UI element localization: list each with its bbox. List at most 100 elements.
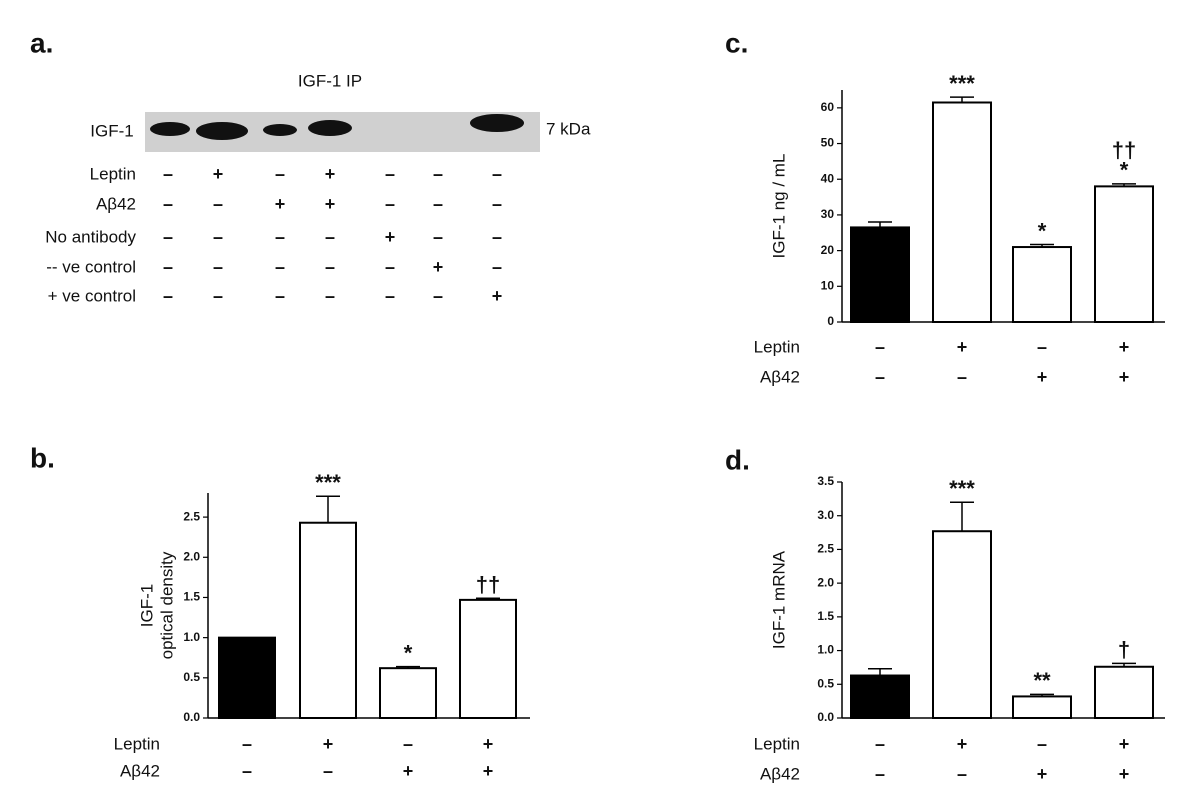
- sign: +: [275, 194, 286, 214]
- sign: –: [242, 734, 252, 754]
- condition-label: Leptin: [754, 337, 800, 356]
- sign: –: [213, 257, 223, 277]
- y-tick-label: 2.5: [183, 509, 200, 523]
- sign: –: [385, 164, 395, 184]
- row-label: + ve control: [48, 286, 136, 305]
- sign: –: [875, 337, 885, 357]
- condition-label: Leptin: [114, 734, 160, 753]
- panel-label: a.: [30, 27, 53, 58]
- sign: +: [1119, 367, 1130, 387]
- sign: +: [492, 286, 503, 306]
- sign: –: [275, 286, 285, 306]
- bar: [1094, 185, 1154, 323]
- significance: **: [1033, 668, 1051, 693]
- blot-bands: [150, 114, 524, 140]
- y-tick-label: 1.5: [817, 609, 834, 623]
- sign: +: [385, 227, 396, 247]
- sign: –: [275, 164, 285, 184]
- sign: –: [875, 367, 885, 387]
- bar: [932, 530, 992, 719]
- sign: –: [325, 227, 335, 247]
- sign: –: [213, 227, 223, 247]
- y-axis-label: IGF-1: [137, 584, 156, 627]
- sign: –: [163, 286, 173, 306]
- significance: *: [1038, 218, 1047, 243]
- row-label: Leptin: [90, 164, 136, 183]
- sign: +: [483, 761, 494, 781]
- bar: [1012, 695, 1072, 719]
- y-tick-label: 1.0: [183, 630, 200, 644]
- bar: [218, 636, 276, 720]
- sign: +: [325, 164, 336, 184]
- panel-label: c.: [725, 27, 748, 58]
- sign: –: [433, 194, 443, 214]
- y-tick-label: 20: [821, 243, 835, 257]
- sign: –: [433, 164, 443, 184]
- sign: +: [323, 734, 334, 754]
- band-label: IGF-1: [90, 121, 133, 140]
- sign: –: [163, 257, 173, 277]
- sign: –: [325, 257, 335, 277]
- size-label: 7 kDa: [546, 119, 591, 138]
- bar: [459, 598, 517, 719]
- sign: –: [242, 761, 252, 781]
- y-tick-label: 1.0: [817, 643, 834, 657]
- sign: –: [163, 194, 173, 214]
- significance: *: [1120, 158, 1129, 183]
- significance: ***: [315, 470, 341, 495]
- sign: –: [957, 367, 967, 387]
- sign: +: [1119, 764, 1130, 784]
- significance: ***: [949, 476, 975, 501]
- sign: +: [957, 337, 968, 357]
- y-tick-label: 2.0: [817, 575, 834, 589]
- sign: –: [875, 734, 885, 754]
- y-axis-label: optical density: [157, 551, 176, 659]
- sign: –: [323, 761, 333, 781]
- y-tick-label: 3.5: [817, 474, 834, 488]
- y-tick-label: 0.0: [183, 710, 200, 724]
- sign: –: [1037, 734, 1047, 754]
- blot-title: IGF-1 IP: [298, 71, 362, 90]
- y-tick-label: 1.5: [183, 590, 200, 604]
- sign: –: [385, 257, 395, 277]
- sign: –: [1037, 337, 1047, 357]
- sign: +: [213, 164, 224, 184]
- row-label: -- ve control: [46, 257, 136, 276]
- sign: –: [492, 164, 502, 184]
- sign: +: [957, 734, 968, 754]
- condition-label: Aβ42: [760, 367, 800, 386]
- sign: +: [1037, 764, 1048, 784]
- sign: –: [492, 257, 502, 277]
- sign: –: [325, 286, 335, 306]
- sign: –: [433, 286, 443, 306]
- sign: +: [1037, 367, 1048, 387]
- sign: +: [1119, 337, 1130, 357]
- y-axis-label: IGF-1 mRNA: [769, 550, 788, 649]
- sign: +: [483, 734, 494, 754]
- y-tick-label: 60: [821, 100, 835, 114]
- y-tick-label: 50: [821, 136, 835, 150]
- sign: +: [325, 194, 336, 214]
- y-axis-label: IGF-1 ng / mL: [769, 154, 788, 259]
- sign: –: [492, 194, 502, 214]
- bar: [379, 667, 437, 720]
- panel-label: d.: [725, 444, 750, 475]
- sign: –: [433, 227, 443, 247]
- bar: [850, 226, 910, 324]
- sign: +: [403, 761, 414, 781]
- y-tick-label: 30: [821, 207, 835, 221]
- sign: –: [213, 286, 223, 306]
- sign: –: [875, 764, 885, 784]
- panel-label: b.: [30, 442, 55, 473]
- significance: ***: [949, 71, 975, 96]
- condition-label: Aβ42: [120, 761, 160, 780]
- significance: †: [1118, 637, 1130, 662]
- sign: –: [163, 227, 173, 247]
- sign: –: [957, 764, 967, 784]
- y-tick-label: 2.5: [817, 542, 834, 556]
- significance: ††: [1112, 138, 1136, 163]
- sign: –: [163, 164, 173, 184]
- significance: ††: [476, 572, 500, 597]
- condition-label: Aβ42: [760, 764, 800, 783]
